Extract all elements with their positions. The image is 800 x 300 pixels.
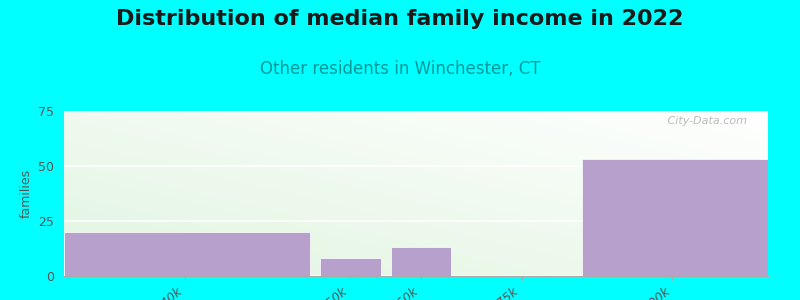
Bar	[64, 232, 310, 276]
Bar	[582, 159, 768, 276]
Text: City-Data.com: City-Data.com	[664, 116, 747, 126]
Text: Other residents in Winchester, CT: Other residents in Winchester, CT	[260, 60, 540, 78]
Text: Distribution of median family income in 2022: Distribution of median family income in …	[116, 9, 684, 29]
Bar	[321, 258, 381, 276]
Y-axis label: families: families	[20, 169, 33, 218]
Bar	[391, 248, 451, 276]
